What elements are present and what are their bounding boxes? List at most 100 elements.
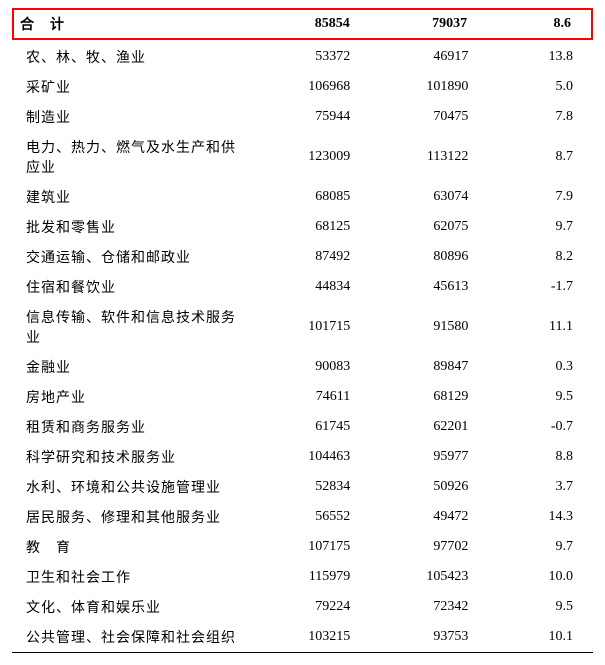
row-col1: 87492 — [256, 242, 372, 272]
row-label: 交通运输、仓储和邮政业 — [12, 242, 256, 272]
table-row: 教 育107175977029.7 — [12, 532, 593, 562]
row-label: 住宿和餐饮业 — [12, 272, 256, 302]
row-col3: 8.7 — [488, 132, 593, 182]
table-row: 住宿和餐饮业4483445613-1.7 — [12, 272, 593, 302]
row-col3: 3.7 — [488, 472, 593, 502]
row-label: 教 育 — [12, 532, 256, 562]
row-col2: 46917 — [372, 42, 488, 72]
total-col3: 8.6 — [487, 10, 591, 38]
row-col2: 68129 — [372, 382, 488, 412]
row-col1: 107175 — [256, 532, 372, 562]
highlight-total-row: 合 计 85854 79037 8.6 — [12, 8, 593, 40]
table-row: 文化、体育和娱乐业79224723429.5 — [12, 592, 593, 622]
row-col2: 101890 — [372, 72, 488, 102]
table-row: 金融业90083898470.3 — [12, 352, 593, 382]
row-col3: 7.8 — [488, 102, 593, 132]
row-col3: 11.1 — [488, 302, 593, 352]
row-col3: 9.5 — [488, 382, 593, 412]
total-col2: 79037 — [372, 10, 487, 38]
row-label: 电力、热力、燃气及水生产和供应业 — [12, 132, 256, 182]
row-col1: 61745 — [256, 412, 372, 442]
row-col1: 56552 — [256, 502, 372, 532]
row-col3: 5.0 — [488, 72, 593, 102]
row-col3: 8.2 — [488, 242, 593, 272]
row-col3: -0.7 — [488, 412, 593, 442]
table-row: 批发和零售业68125620759.7 — [12, 212, 593, 242]
row-col1: 68085 — [256, 182, 372, 212]
table-row: 电力、热力、燃气及水生产和供应业1230091131228.7 — [12, 132, 593, 182]
row-col1: 103215 — [256, 622, 372, 653]
row-col2: 72342 — [372, 592, 488, 622]
row-label: 农、林、牧、渔业 — [12, 42, 256, 72]
row-label: 制造业 — [12, 102, 256, 132]
row-col1: 104463 — [256, 442, 372, 472]
row-col2: 70475 — [372, 102, 488, 132]
row-col2: 113122 — [372, 132, 488, 182]
table-row: 交通运输、仓储和邮政业87492808968.2 — [12, 242, 593, 272]
total-table: 合 计 85854 79037 8.6 — [14, 10, 591, 38]
table-row: 农、林、牧、渔业533724691713.8 — [12, 42, 593, 72]
row-col3: 9.5 — [488, 592, 593, 622]
row-col2: 91580 — [372, 302, 488, 352]
table-row: 水利、环境和公共设施管理业52834509263.7 — [12, 472, 593, 502]
row-col1: 106968 — [256, 72, 372, 102]
row-col1: 115979 — [256, 562, 372, 592]
row-col1: 74611 — [256, 382, 372, 412]
row-col1: 101715 — [256, 302, 372, 352]
row-label: 卫生和社会工作 — [12, 562, 256, 592]
row-col1: 68125 — [256, 212, 372, 242]
row-label: 科学研究和技术服务业 — [12, 442, 256, 472]
total-label: 合 计 — [14, 10, 256, 38]
row-col2: 62201 — [372, 412, 488, 442]
table-row: 科学研究和技术服务业104463959778.8 — [12, 442, 593, 472]
row-col1: 53372 — [256, 42, 372, 72]
table-row: 制造业75944704757.8 — [12, 102, 593, 132]
row-label: 水利、环境和公共设施管理业 — [12, 472, 256, 502]
row-col2: 49472 — [372, 502, 488, 532]
table-row: 居民服务、修理和其他服务业565524947214.3 — [12, 502, 593, 532]
row-col2: 93753 — [372, 622, 488, 653]
row-col3: 10.0 — [488, 562, 593, 592]
row-col2: 62075 — [372, 212, 488, 242]
row-col2: 63074 — [372, 182, 488, 212]
row-col3: 10.1 — [488, 622, 593, 653]
row-col2: 97702 — [372, 532, 488, 562]
table-row: 采矿业1069681018905.0 — [12, 72, 593, 102]
row-col3: -1.7 — [488, 272, 593, 302]
row-col3: 13.8 — [488, 42, 593, 72]
row-col1: 44834 — [256, 272, 372, 302]
data-table: 农、林、牧、渔业533724691713.8采矿业1069681018905.0… — [12, 42, 593, 653]
row-col3: 0.3 — [488, 352, 593, 382]
row-col1: 75944 — [256, 102, 372, 132]
row-label: 信息传输、软件和信息技术服务业 — [12, 302, 256, 352]
row-col1: 52834 — [256, 472, 372, 502]
row-label: 居民服务、修理和其他服务业 — [12, 502, 256, 532]
row-col3: 7.9 — [488, 182, 593, 212]
row-col2: 80896 — [372, 242, 488, 272]
row-col1: 79224 — [256, 592, 372, 622]
row-col2: 95977 — [372, 442, 488, 472]
row-label: 文化、体育和娱乐业 — [12, 592, 256, 622]
table-row: 公共管理、社会保障和社会组织1032159375310.1 — [12, 622, 593, 653]
table-row: 房地产业74611681299.5 — [12, 382, 593, 412]
total-col1: 85854 — [256, 10, 371, 38]
row-label: 批发和零售业 — [12, 212, 256, 242]
row-col2: 89847 — [372, 352, 488, 382]
row-col2: 45613 — [372, 272, 488, 302]
table-row: 建筑业68085630747.9 — [12, 182, 593, 212]
row-label: 采矿业 — [12, 72, 256, 102]
row-col3: 14.3 — [488, 502, 593, 532]
table-row: 信息传输、软件和信息技术服务业1017159158011.1 — [12, 302, 593, 352]
row-label: 建筑业 — [12, 182, 256, 212]
row-label: 金融业 — [12, 352, 256, 382]
row-col1: 90083 — [256, 352, 372, 382]
row-col3: 9.7 — [488, 532, 593, 562]
table-row: 租赁和商务服务业6174562201-0.7 — [12, 412, 593, 442]
row-label: 租赁和商务服务业 — [12, 412, 256, 442]
row-col1: 123009 — [256, 132, 372, 182]
row-col2: 50926 — [372, 472, 488, 502]
row-col3: 9.7 — [488, 212, 593, 242]
row-col3: 8.8 — [488, 442, 593, 472]
row-col2: 105423 — [372, 562, 488, 592]
table-row: 卫生和社会工作11597910542310.0 — [12, 562, 593, 592]
